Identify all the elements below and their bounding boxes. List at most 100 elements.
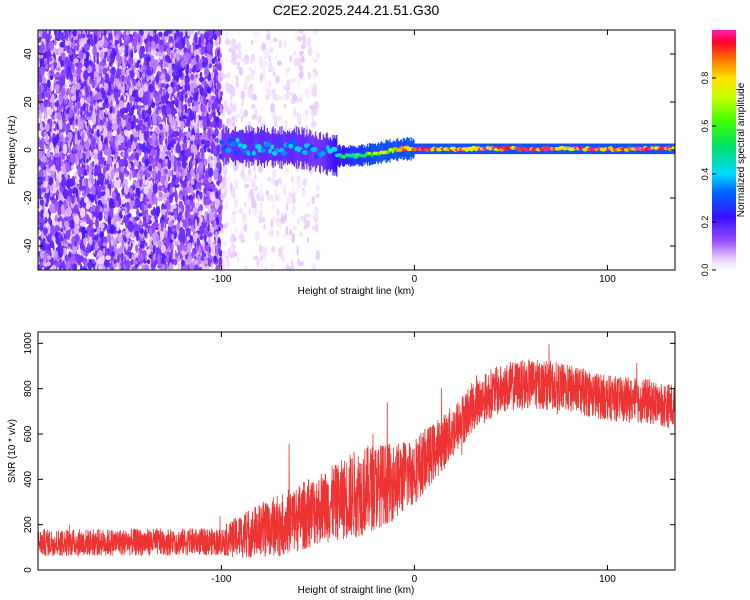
noise-speckle (141, 144, 146, 153)
noise-speckle (135, 82, 142, 88)
noise-speckle (66, 66, 72, 77)
noise-speckle (158, 170, 162, 180)
noise-speckle (111, 251, 115, 257)
noise-speckle (65, 229, 71, 239)
noise-speckle (92, 45, 97, 56)
noise-speckle (53, 73, 59, 78)
noise-speckle (61, 153, 66, 160)
noise-speckle (157, 253, 161, 265)
noise-speckle (216, 145, 220, 156)
noise-speckle (163, 117, 166, 122)
noise-speckle (183, 155, 189, 161)
noise-speckle (139, 50, 143, 60)
noise-speckle (96, 129, 100, 138)
noise-speckle (101, 120, 104, 126)
noise-speckle (130, 69, 134, 81)
noise-speckle (98, 140, 103, 152)
noise-speckle (81, 136, 84, 145)
noise-speckle (137, 254, 141, 261)
noise-speckle (131, 200, 136, 207)
noise-speckle (134, 192, 138, 199)
noise-speckle (121, 74, 125, 83)
noise-speckle (185, 31, 188, 40)
noise-speckle (86, 226, 89, 232)
noise-speckle (171, 227, 176, 232)
noise-speckle (194, 232, 199, 237)
noise-speckle (118, 121, 122, 127)
noise-speckle (193, 259, 199, 265)
noise-speckle (56, 157, 62, 169)
noise-speckle (96, 180, 100, 186)
noise-speckle (111, 191, 116, 199)
noise-speckle (198, 210, 202, 216)
noise-speckle (175, 143, 181, 154)
noise-speckle (194, 264, 199, 270)
noise-speckle (78, 62, 83, 69)
noise-speckle (100, 134, 104, 143)
noise-speckle (198, 84, 202, 90)
noise-speckle (203, 253, 206, 258)
noise-speckle (178, 99, 182, 110)
noise-speckle (55, 226, 61, 232)
noise-speckle (39, 199, 44, 206)
noise-speckle (99, 61, 105, 66)
noise-speckle (152, 169, 156, 180)
noise-speckle (213, 239, 217, 245)
noise-speckle (159, 137, 163, 146)
noise-speckle (204, 244, 210, 252)
noise-speckle (170, 146, 174, 151)
noise-speckle (165, 211, 168, 222)
noise-speckle (217, 238, 221, 244)
noise-speckle (165, 200, 170, 208)
noise-speckle (291, 232, 295, 244)
noise-speckle (211, 105, 216, 111)
noise-speckle (133, 259, 139, 265)
noise-speckle (85, 103, 89, 109)
noise-speckle (148, 165, 153, 172)
noise-speckle (93, 114, 96, 125)
noise-speckle (40, 249, 44, 260)
noise-speckle (167, 151, 171, 156)
noise-speckle (88, 262, 93, 270)
noise-speckle (100, 109, 104, 120)
noise-speckle (93, 235, 99, 241)
noise-speckle (213, 33, 217, 41)
noise-speckle (185, 227, 191, 233)
noise-speckle (82, 267, 86, 270)
noise-speckle (121, 199, 126, 205)
noise-speckle (133, 38, 136, 50)
noise-speckle (208, 105, 211, 113)
noise-speckle (110, 135, 114, 143)
noise-speckle (128, 46, 131, 52)
noise-speckle (46, 235, 52, 243)
noise-speckle (178, 200, 184, 209)
noise-speckle (118, 127, 121, 134)
noise-speckle (122, 61, 126, 69)
noise-speckle (70, 255, 76, 265)
noise-speckle (63, 242, 69, 248)
noise-speckle (142, 71, 146, 79)
noise-speckle (131, 143, 137, 150)
noise-speckle (76, 197, 80, 202)
noise-speckle (137, 101, 142, 106)
noise-speckle (80, 264, 83, 270)
noise-speckle (148, 83, 154, 93)
noise-speckle (93, 137, 96, 146)
noise-speckle (67, 101, 73, 108)
noise-speckle (260, 182, 264, 188)
noise-speckle (46, 57, 50, 65)
noise-speckle (80, 109, 83, 118)
noise-speckle (203, 92, 208, 98)
noise-speckle (167, 48, 171, 57)
noise-speckle (210, 262, 213, 269)
noise-speckle (204, 259, 208, 265)
noise-speckle (77, 204, 81, 209)
noise-speckle (139, 228, 144, 235)
noise-speckle (63, 94, 68, 100)
noise-speckle (144, 229, 147, 239)
noise-speckle (45, 42, 50, 53)
noise-speckle (210, 226, 215, 234)
noise-speckle (103, 160, 106, 167)
noise-speckle (41, 154, 47, 163)
noise-speckle (152, 194, 155, 206)
